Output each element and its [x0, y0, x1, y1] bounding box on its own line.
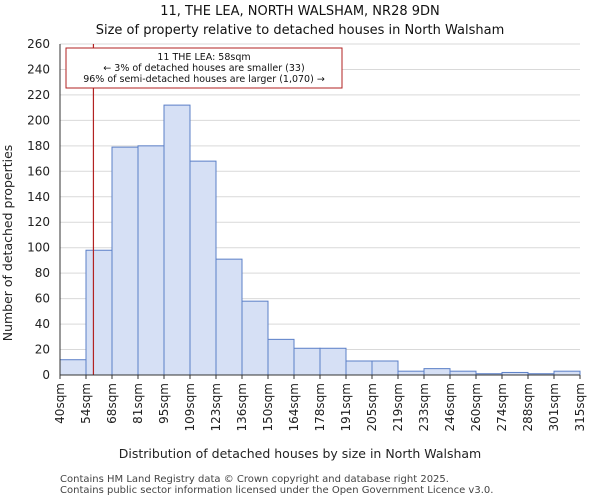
- y-tick-label: 260: [27, 37, 50, 51]
- bar: [85, 249, 113, 376]
- y-axis-label: Number of detached properties: [0, 145, 15, 342]
- x-axis-label: Distribution of detached houses by size …: [119, 446, 481, 461]
- y-tick-label: 100: [27, 241, 50, 255]
- y-tick-label: 140: [27, 190, 50, 204]
- x-tick-label: 136sqm: [235, 383, 249, 431]
- bars: [59, 104, 581, 376]
- x-tick-label: 315sqm: [573, 383, 587, 431]
- y-tick-labels: 0 20 40 60 80 100 120 140 160 180 200 220 240 260: [27, 37, 50, 382]
- y-tick-label: 200: [27, 113, 50, 127]
- bar: [345, 360, 373, 376]
- y-tick-label: 160: [27, 164, 50, 178]
- x-tick-label: 178sqm: [313, 383, 327, 431]
- x-tick-label: 219sqm: [391, 383, 405, 431]
- x-tick-label: 123sqm: [209, 383, 223, 431]
- y-tick-label: 120: [27, 215, 50, 229]
- footer-line-1: Contains HM Land Registry data © Crown c…: [60, 474, 449, 485]
- chart-subtitle: Size of property relative to detached ho…: [96, 23, 505, 38]
- x-tick-label: 40sqm: [53, 383, 67, 424]
- annotation: 11 THE LEA: 58sqm ← 3% of detached house…: [65, 47, 343, 89]
- bar: [137, 145, 165, 376]
- bar: [59, 359, 87, 376]
- x-tick-label: 191sqm: [339, 383, 353, 431]
- annotation-box: [65, 47, 343, 89]
- bar: [163, 104, 191, 376]
- bar: [111, 146, 139, 376]
- bar: [215, 258, 243, 376]
- x-tick-label: 109sqm: [183, 383, 197, 431]
- bar: [553, 370, 581, 376]
- x-tick-label: 233sqm: [417, 383, 431, 431]
- bar: [293, 347, 321, 376]
- x-tick-label: 81sqm: [131, 383, 145, 424]
- x-tick-labels: 40sqm 54sqm 68sqm 81sqm 95sqm 109sqm 123sqm 136…: [53, 375, 587, 431]
- y-tick-label: 220: [27, 88, 50, 102]
- x-tick-label: 274sqm: [495, 383, 509, 431]
- bar: [371, 360, 399, 376]
- bar: [319, 347, 347, 376]
- x-tick-label: 260sqm: [469, 383, 483, 431]
- y-tick-label: 0: [42, 368, 50, 382]
- y-tick-label: 40: [35, 317, 50, 331]
- bar: [267, 338, 295, 376]
- x-tick-label: 68sqm: [105, 383, 119, 424]
- x-tick-label: 164sqm: [287, 383, 301, 431]
- annotation-line-1: 11 THE LEA: 58sqm: [157, 52, 250, 63]
- bar: [189, 160, 217, 376]
- bar: [397, 370, 425, 376]
- x-tick-label: 246sqm: [443, 383, 457, 431]
- bar: [241, 300, 269, 376]
- y-tick-label: 20: [35, 343, 50, 357]
- bar: [449, 370, 477, 376]
- annotation-line-2: ← 3% of detached houses are smaller (33): [103, 63, 304, 74]
- x-tick-label: 150sqm: [261, 383, 275, 431]
- x-tick-label: 288sqm: [521, 383, 535, 431]
- footer-line-2: Contains public sector information licen…: [60, 485, 494, 496]
- x-tick-label: 301sqm: [547, 383, 561, 431]
- bar: [423, 368, 451, 376]
- y-tick-label: 180: [27, 139, 50, 153]
- y-tick-label: 60: [35, 292, 50, 306]
- y-tick-label: 80: [35, 266, 50, 280]
- x-tick-label: 205sqm: [365, 383, 379, 431]
- y-tick-label: 240: [27, 62, 50, 76]
- chart-title: 11, THE LEA, NORTH WALSHAM, NR28 9DN: [160, 4, 440, 19]
- x-tick-label: 95sqm: [157, 383, 171, 424]
- annotation-line-3: 96% of semi-detached houses are larger (…: [83, 74, 325, 85]
- x-tick-label: 54sqm: [79, 383, 93, 424]
